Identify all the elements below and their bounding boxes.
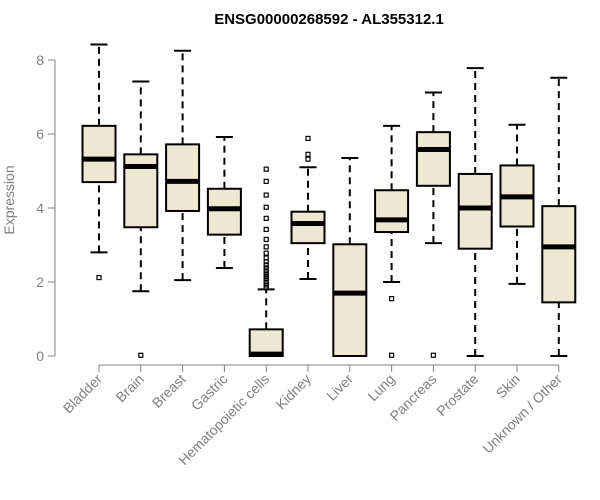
x-tick-label: Kidney	[273, 371, 315, 413]
box-group	[248, 166, 284, 357]
box-group	[457, 67, 493, 357]
outlier-point	[263, 265, 269, 271]
box-group	[81, 43, 117, 281]
iqr-box	[290, 210, 326, 245]
outlier-point	[305, 156, 311, 162]
x-tick-label: Brain	[112, 371, 146, 405]
box-group	[541, 76, 577, 357]
outlier-point	[263, 236, 269, 243]
iqr-box	[374, 189, 410, 234]
outlier-point	[263, 178, 269, 184]
outlier-point	[263, 244, 269, 250]
outlier-point	[263, 282, 269, 288]
y-tick-label: 2	[36, 274, 44, 290]
iqr-box	[332, 243, 368, 357]
y-tick-label: 4	[36, 200, 44, 216]
iqr-box	[415, 131, 451, 187]
outlier-point	[263, 262, 269, 268]
box-group	[415, 91, 451, 358]
box-group	[290, 135, 326, 281]
box-group	[332, 157, 368, 357]
outlier-point	[263, 192, 269, 198]
outlier-point	[263, 204, 269, 210]
outlier-point	[430, 352, 436, 358]
outlier-point	[263, 166, 269, 172]
x-tick-label: Prostate	[433, 371, 481, 419]
y-tick-label: 6	[36, 126, 44, 142]
box-group	[123, 80, 159, 358]
outlier-point	[305, 151, 311, 157]
box-group	[374, 124, 410, 358]
y-tick-label: 0	[36, 348, 44, 364]
x-tick-label: Liver	[323, 371, 356, 404]
iqr-box	[457, 172, 493, 250]
y-axis-label: Expression	[1, 165, 17, 234]
outlier-point	[389, 296, 395, 302]
outlier-point	[263, 268, 269, 274]
plot-area	[81, 43, 577, 358]
box-group	[165, 49, 201, 282]
outlier-point	[389, 352, 395, 358]
iqr-box	[206, 187, 242, 236]
x-tick-label: Skin	[493, 371, 524, 402]
x-tick-label: Unknown / Other	[479, 371, 565, 457]
iqr-box	[165, 143, 201, 212]
y-tick-label: 8	[36, 52, 44, 68]
outlier-point	[263, 279, 269, 285]
box-group	[499, 123, 535, 285]
iqr-box	[81, 124, 117, 184]
iqr-box	[541, 205, 577, 304]
x-tick-label: Breast	[149, 371, 189, 411]
outlier-point	[263, 250, 269, 256]
x-tick-label: Lung	[364, 371, 397, 404]
outlier-point	[138, 352, 144, 358]
outlier-point	[263, 226, 269, 233]
y-axis: 0 2 4 6 8	[36, 52, 56, 364]
iqr-box	[248, 328, 284, 357]
outlier-point	[96, 274, 102, 281]
box-group	[206, 135, 242, 269]
chart-title: ENSG00000268592 - AL355312.1	[214, 11, 444, 28]
x-tick-label: Bladder	[60, 371, 106, 417]
outlier-point	[305, 135, 311, 142]
outlier-point	[263, 215, 269, 221]
outlier-point	[263, 255, 269, 261]
outlier-point	[263, 271, 269, 277]
